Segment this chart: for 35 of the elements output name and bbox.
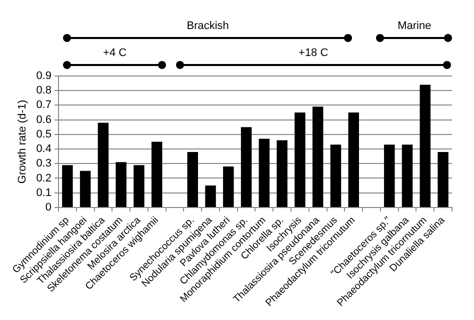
bar: [152, 142, 162, 207]
bar: [402, 144, 413, 207]
bar: [420, 84, 431, 207]
y-tick-label: 0.6: [36, 114, 52, 126]
y-tick-label: 0.2: [36, 172, 52, 184]
text: Brackish: [186, 20, 230, 32]
bar: [330, 144, 342, 207]
bar: [294, 112, 306, 207]
y-tick-label: 0.7: [36, 99, 52, 112]
bar: [205, 186, 216, 207]
y-tick-label: 0.5: [36, 128, 52, 140]
y-tick-label: 0.1: [36, 186, 52, 199]
bar: [134, 165, 144, 207]
text: +18 C: [298, 47, 330, 59]
bar: [438, 152, 448, 207]
bar: [116, 162, 126, 207]
y-tick-label: 0.9: [36, 70, 52, 82]
bar: [223, 166, 234, 207]
bar: [384, 144, 395, 207]
bar: [240, 127, 252, 207]
text: Marine: [396, 20, 432, 32]
bar: [312, 106, 324, 207]
y-axis-title: Growth rate (d-1): [16, 100, 29, 184]
bar: [348, 112, 359, 207]
text: +4 C: [102, 47, 128, 59]
bar: [276, 140, 288, 207]
bar: [258, 138, 270, 207]
bar: [80, 170, 91, 207]
y-tick-label: 0: [45, 201, 52, 214]
y-tick-label: 0.4: [36, 143, 52, 156]
bar: [98, 122, 109, 207]
bar: [62, 165, 73, 207]
y-tick-label: 0.8: [36, 84, 52, 97]
y-tick-label: 0.3: [36, 158, 52, 170]
bar: [187, 152, 198, 207]
